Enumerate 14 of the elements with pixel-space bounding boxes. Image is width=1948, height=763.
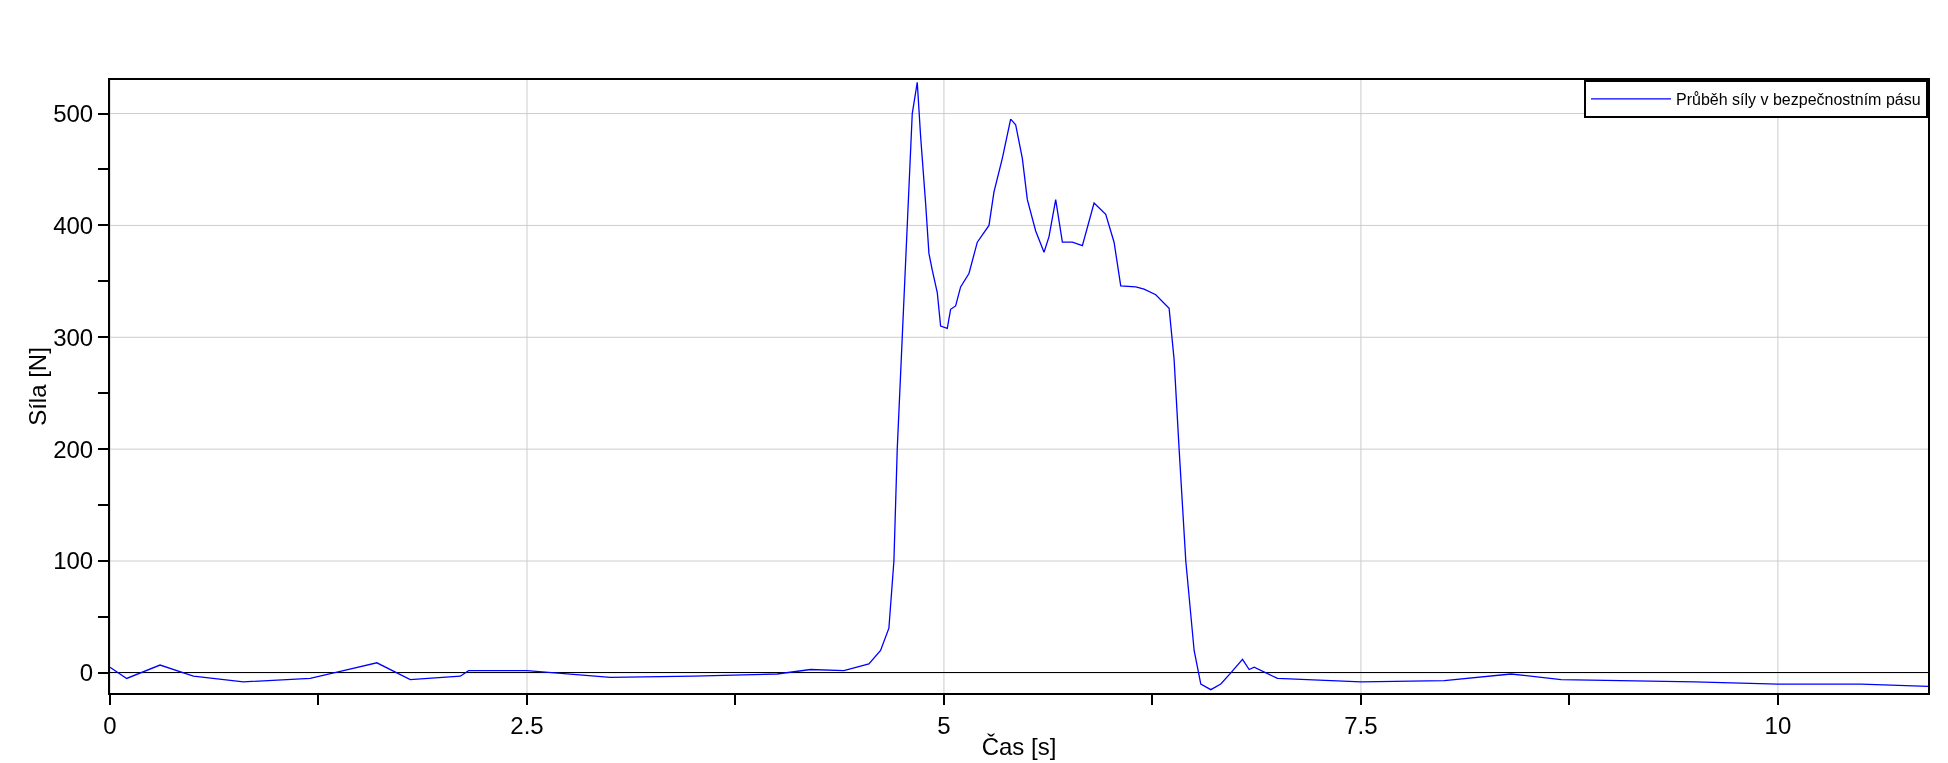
y-tick-label: 200 bbox=[53, 435, 94, 463]
y-tick-label: 400 bbox=[53, 211, 94, 239]
y-tick-label: 100 bbox=[53, 547, 94, 575]
y-tick-label: 300 bbox=[53, 323, 94, 351]
y-axis-title: Síla [N] bbox=[24, 347, 52, 426]
x-axis-title: Čas [s] bbox=[981, 732, 1057, 760]
x-tick-label: 5 bbox=[937, 711, 951, 739]
x-tick-label: 2.5 bbox=[510, 711, 544, 739]
x-tick-label: 10 bbox=[1764, 711, 1792, 739]
legend-label: Průběh síly v bezpečnostním pásu bbox=[1676, 91, 1921, 109]
x-tick-label: 7.5 bbox=[1344, 711, 1378, 739]
y-tick-label: 500 bbox=[53, 99, 94, 127]
x-tick-label: 0 bbox=[103, 711, 117, 739]
y-tick-label: 0 bbox=[79, 659, 94, 687]
